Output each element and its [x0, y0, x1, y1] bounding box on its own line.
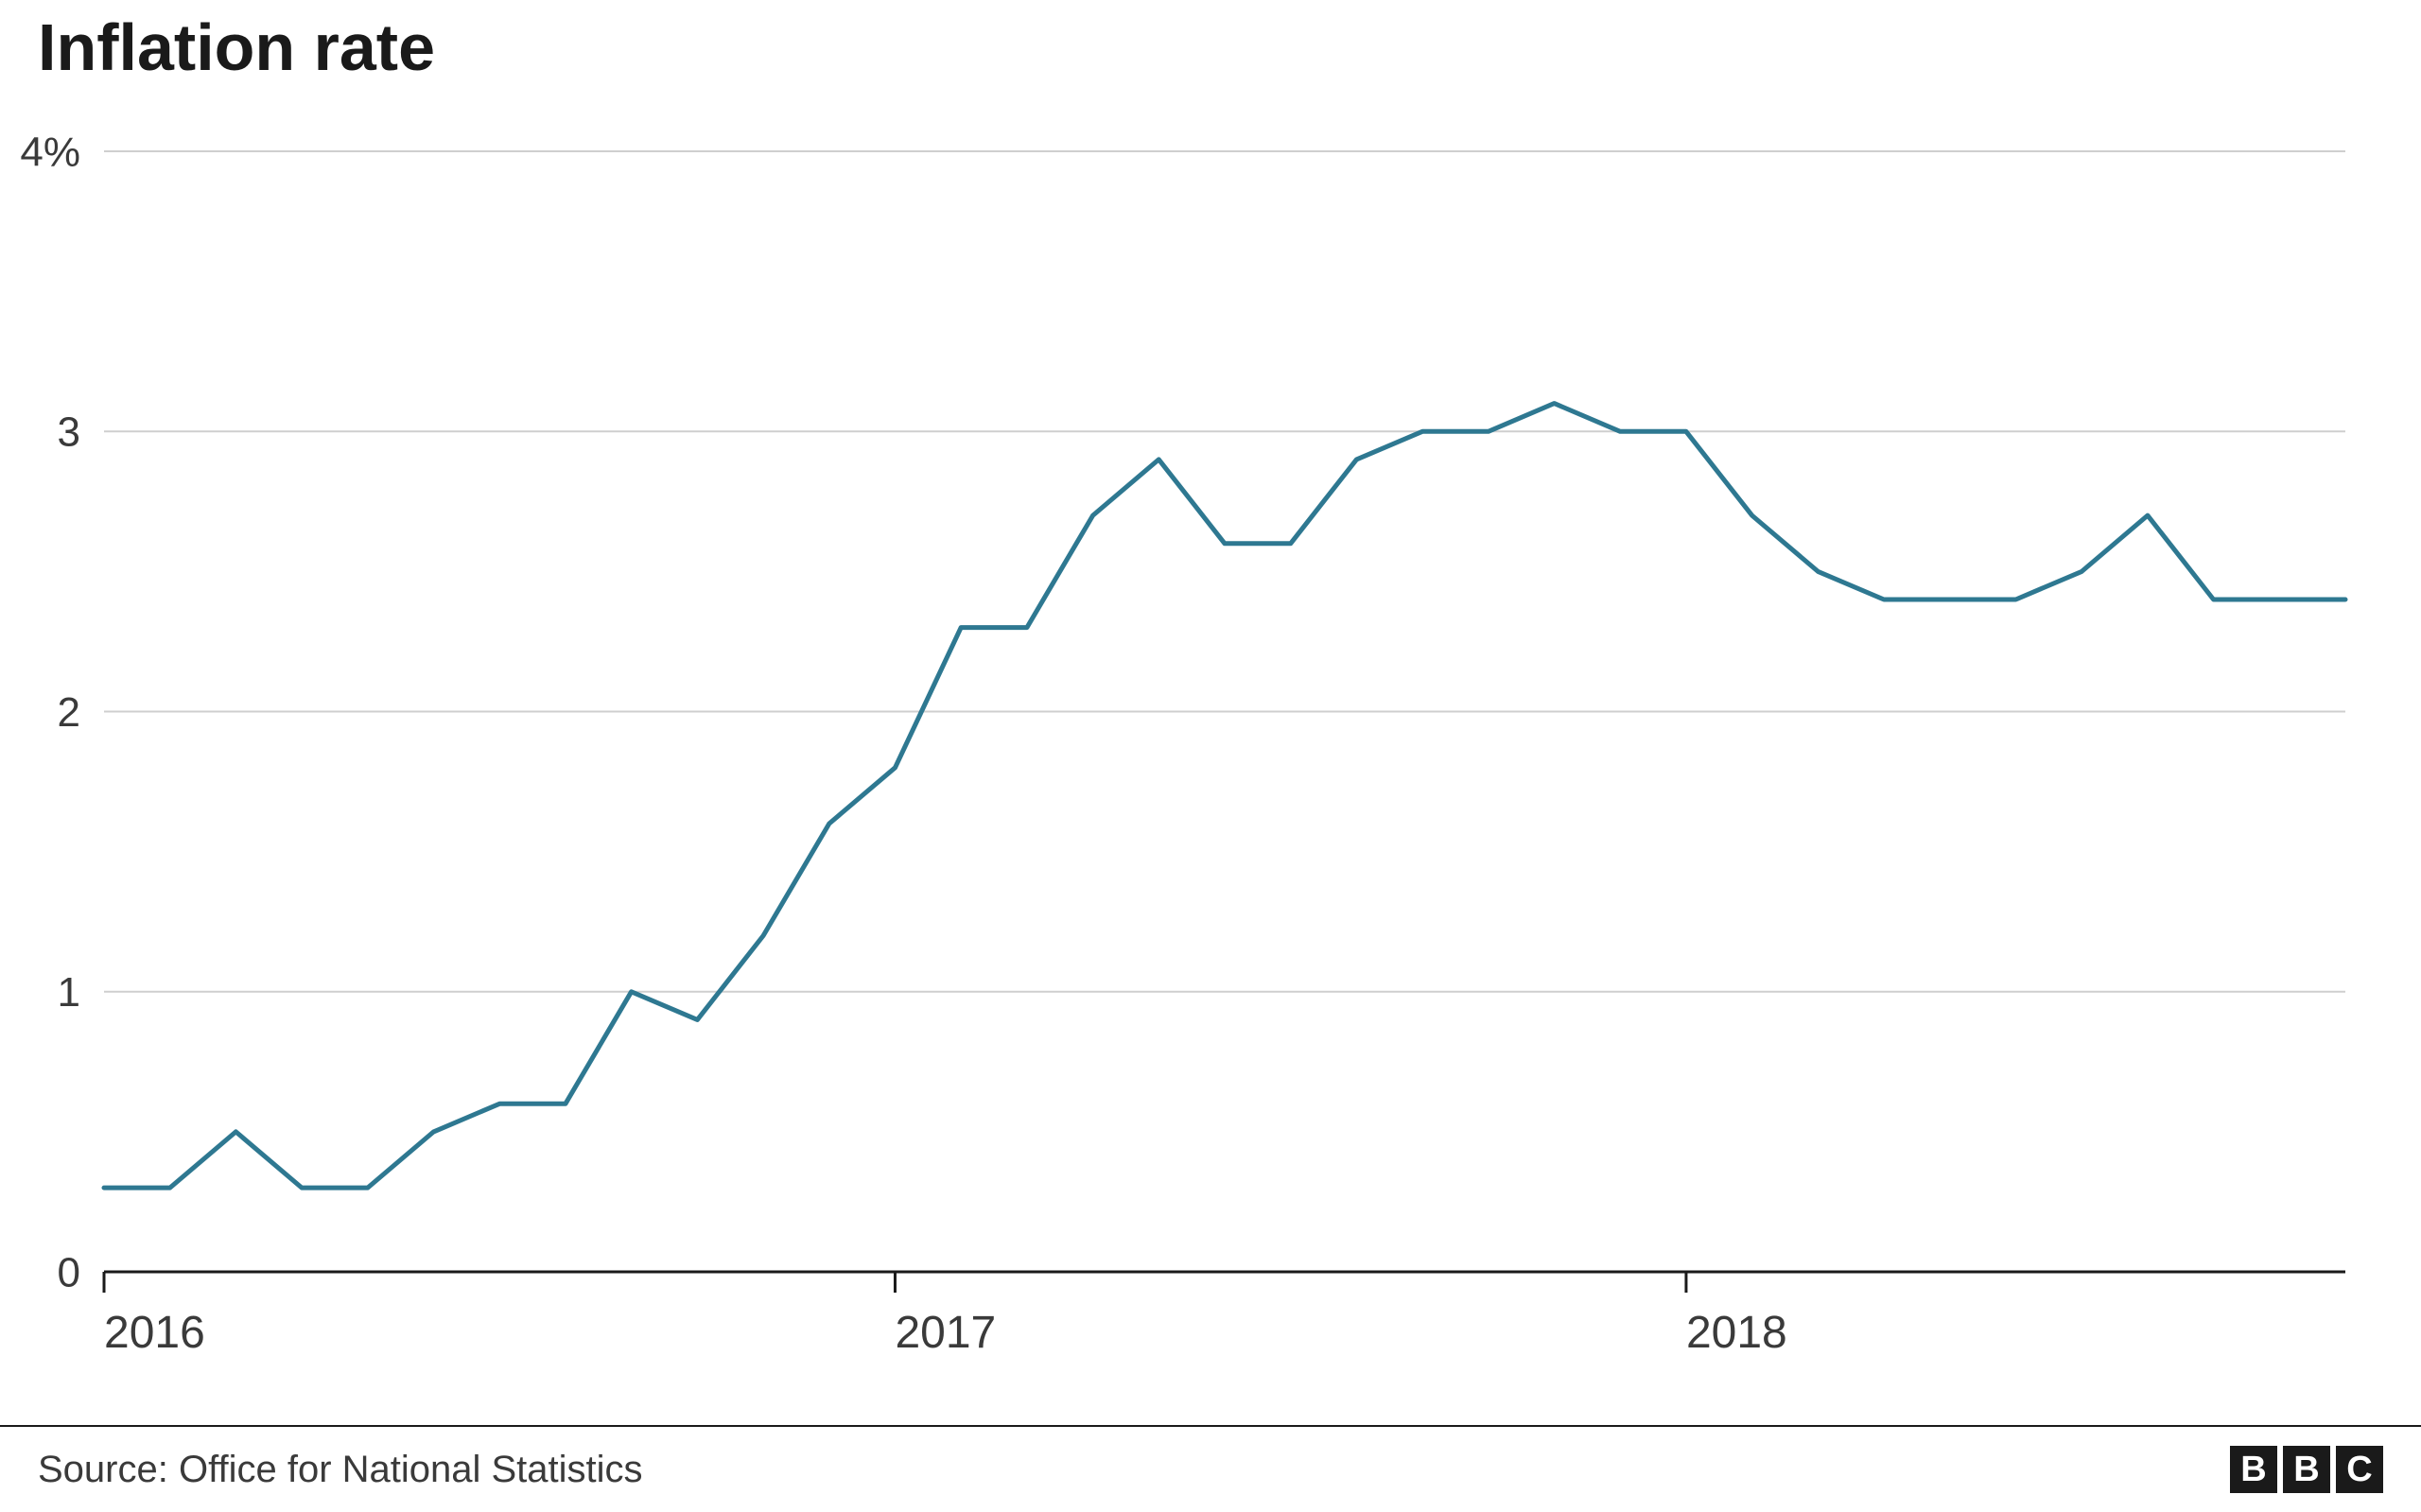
bbc-block-icon: B: [2283, 1446, 2330, 1493]
x-tick-label: 2018: [1686, 1308, 1787, 1358]
line-chart-svg: 0 1 2 3 4% 2016 2017 2018: [0, 0, 2421, 1512]
y-tick-label: 4%: [20, 129, 80, 175]
inflation-line: [104, 404, 2345, 1189]
bbc-logo: BBC: [2230, 1446, 2383, 1493]
y-tick-label: 1: [58, 969, 80, 1016]
y-tick-label: 0: [58, 1249, 80, 1295]
x-tick-label: 2016: [104, 1308, 205, 1358]
y-tick-label: 3: [58, 409, 80, 456]
bbc-block-icon: C: [2336, 1446, 2383, 1493]
x-tick-label: 2017: [895, 1308, 996, 1358]
chart-frame: Inflation rate 01234%201620172018 Source…: [0, 0, 2421, 1512]
chart-footer: Source: Office for National Statistics B…: [0, 1425, 2421, 1512]
y-tick-label: 2: [58, 689, 80, 736]
source-text: Source: Office for National Statistics: [38, 1449, 643, 1491]
bbc-block-icon: B: [2230, 1446, 2277, 1493]
